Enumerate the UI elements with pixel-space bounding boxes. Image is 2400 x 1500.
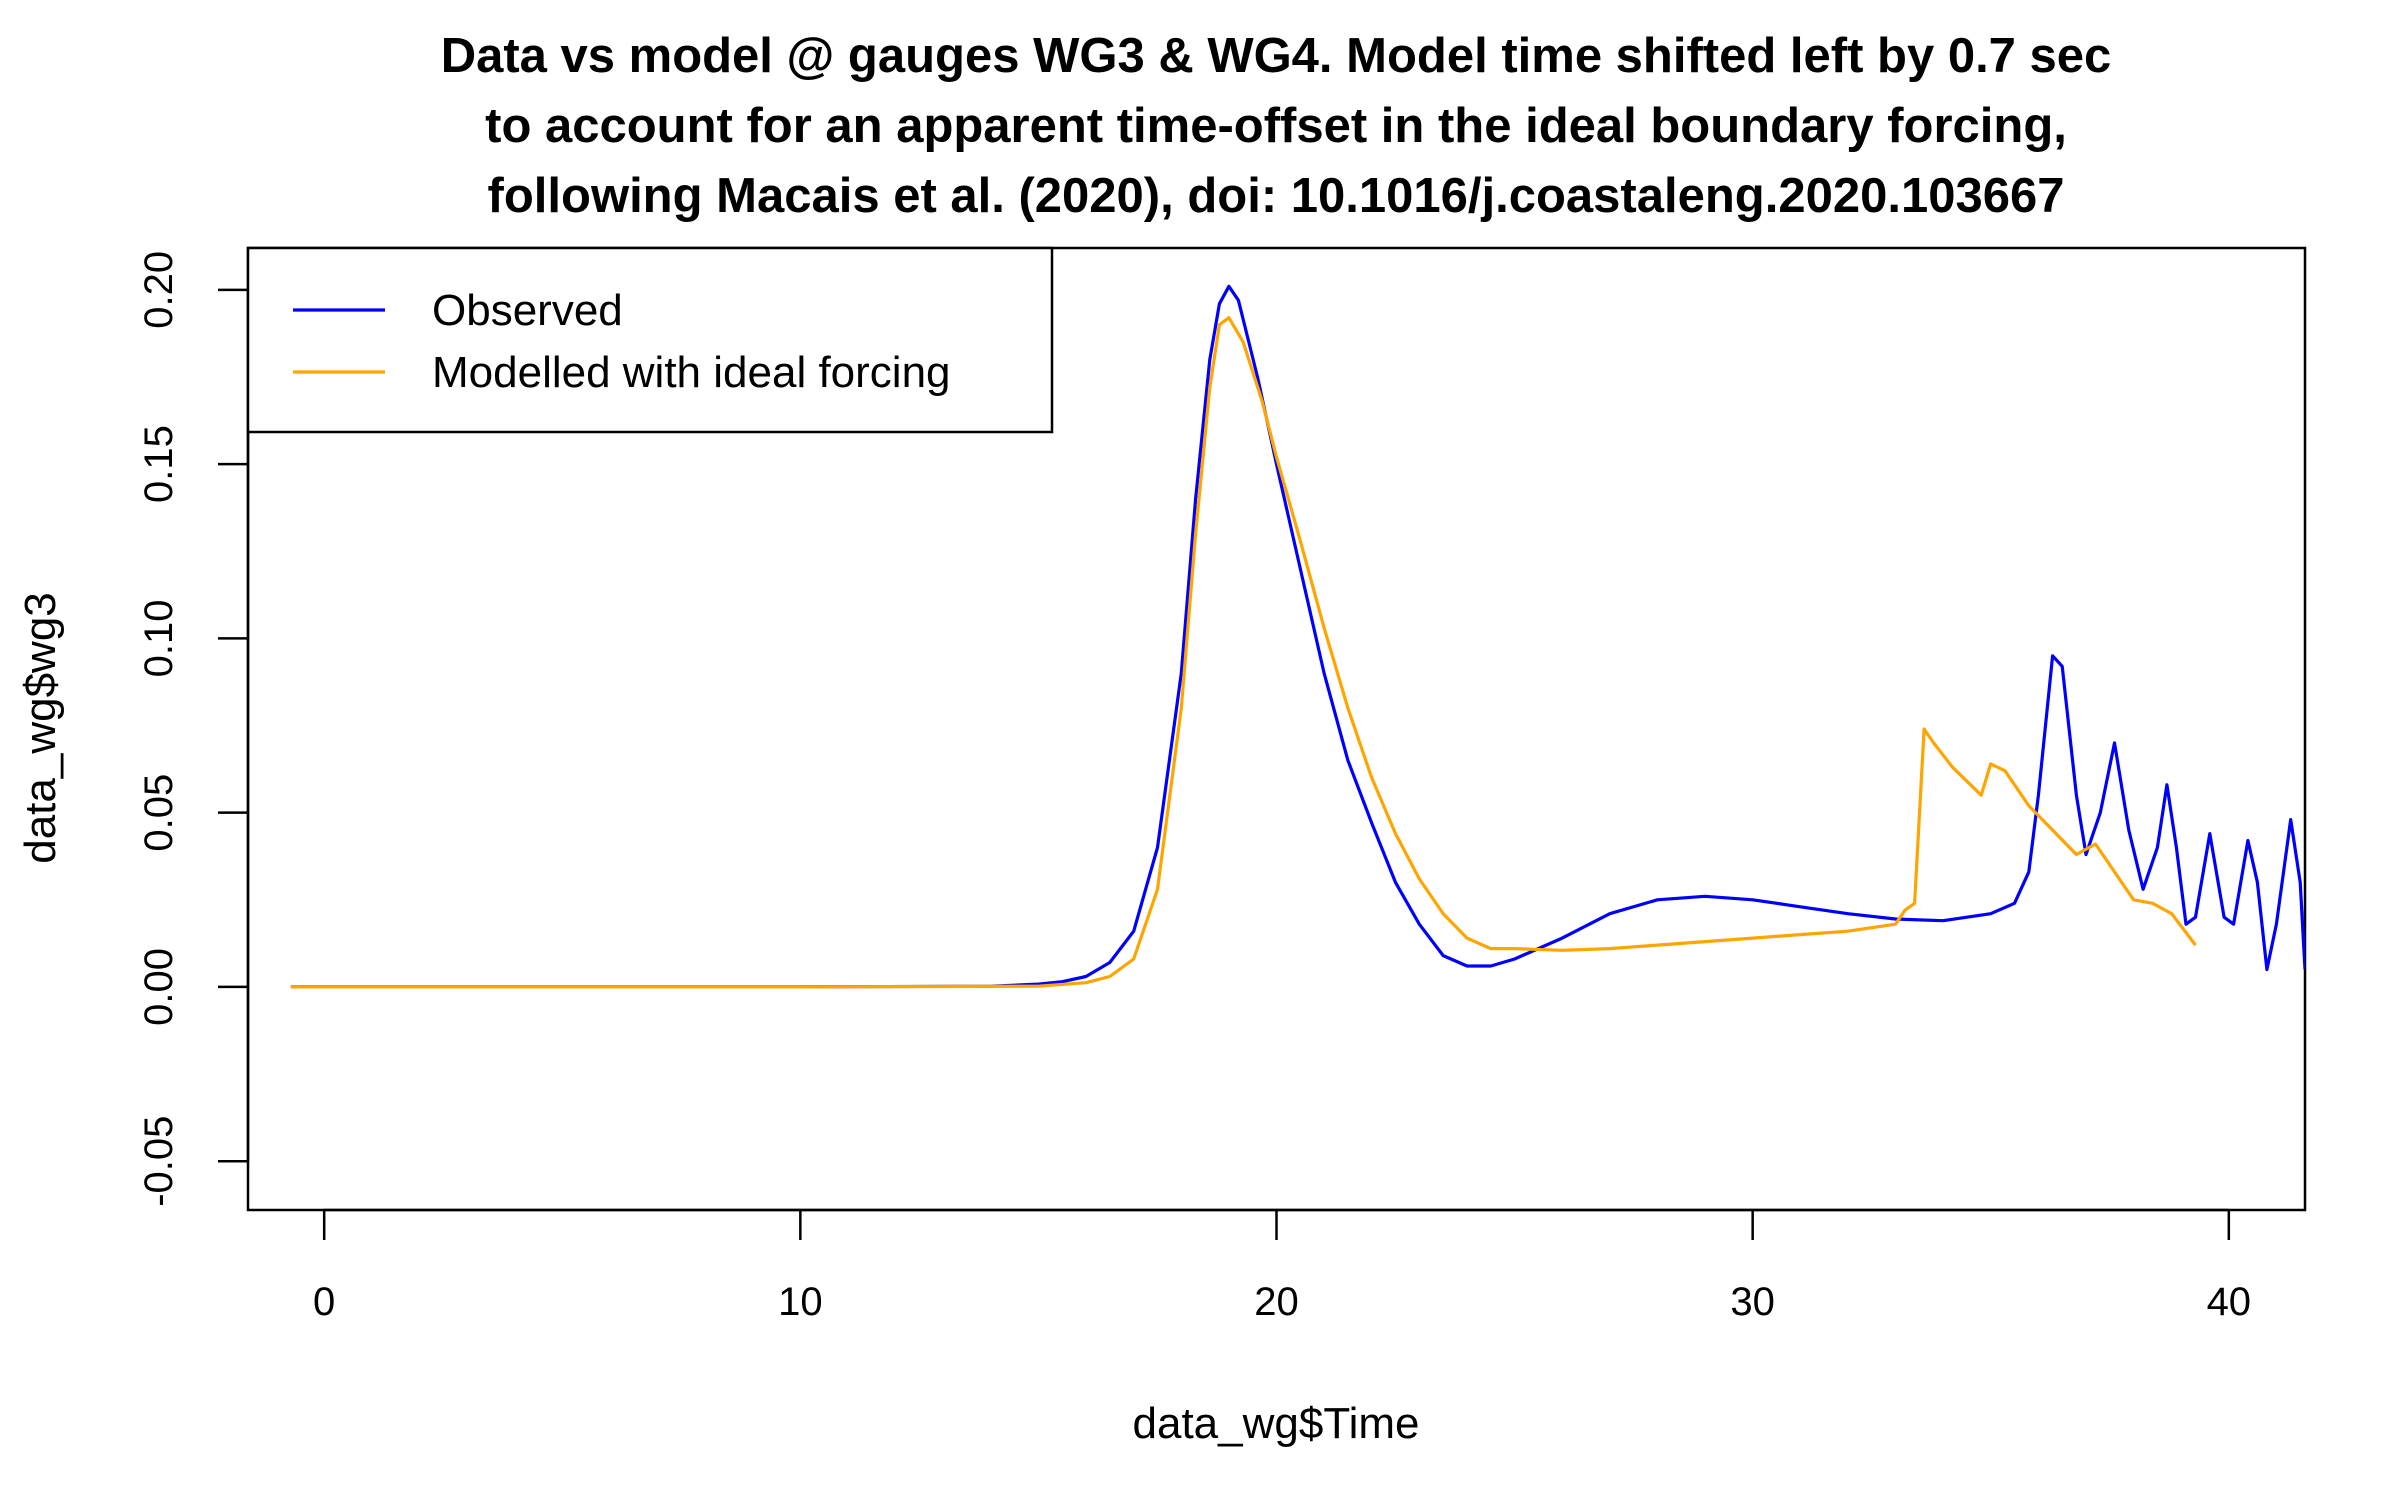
legend-entry-label: Modelled with ideal forcing <box>432 348 951 397</box>
x-axis: 0 10 20 30 40 <box>313 1208 2252 1324</box>
chart-title-line: Data vs model @ gauges WG3 & WG4. Model … <box>441 29 2112 83</box>
x-tick-label: 0 <box>313 1280 335 1324</box>
chart-title-line: following Macais et al. (2020), doi: 10.… <box>488 169 2065 223</box>
x-tick-label: 10 <box>778 1280 823 1324</box>
y-tick-label: 0.10 <box>137 599 181 677</box>
chart-title: Data vs model @ gauges WG3 & WG4. Model … <box>441 29 2112 223</box>
y-tick-label: 0.15 <box>137 425 181 503</box>
series-line-observed <box>290 284 2305 989</box>
y-tick-label: 0.00 <box>137 948 181 1026</box>
y-tick-label: -0.05 <box>137 1116 181 1207</box>
chart-title-line: to account for an apparent time-offset i… <box>485 99 2067 153</box>
y-axis-label: data_wg$wg3 <box>16 592 65 864</box>
x-tick-label: 40 <box>2207 1280 2252 1324</box>
series-lines <box>290 284 2305 989</box>
y-tick-label: 0.05 <box>137 774 181 852</box>
y-axis: -0.05 0.00 0.05 0.10 0.15 0.20 <box>137 251 250 1207</box>
y-tick-label: 0.20 <box>137 251 181 329</box>
legend-box <box>246 246 1054 434</box>
x-tick-label: 30 <box>1730 1280 1775 1324</box>
series-line-modelled <box>290 316 2197 989</box>
legend: Observed Modelled with ideal forcing <box>246 246 1054 434</box>
x-tick-label: 20 <box>1254 1280 1299 1324</box>
legend-entry-label: Observed <box>432 286 623 335</box>
x-axis-label: data_wg$Time <box>1133 1399 1420 1448</box>
